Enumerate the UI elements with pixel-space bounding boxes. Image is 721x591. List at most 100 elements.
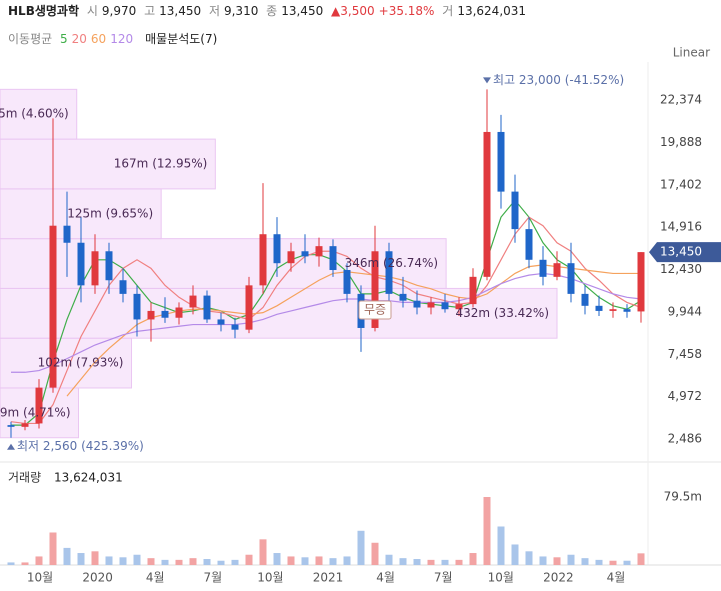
volume-profile-title[interactable]: 매물분석도(7) xyxy=(145,32,218,46)
candle-body xyxy=(231,324,239,330)
volume-bar xyxy=(161,559,169,565)
volume-bar xyxy=(483,497,491,565)
volume-bar xyxy=(119,557,127,565)
candle-body xyxy=(413,300,421,308)
extreme-marker xyxy=(483,77,491,84)
volume-bar xyxy=(511,544,519,565)
volume-bar xyxy=(287,556,295,565)
volume-bar xyxy=(301,557,309,565)
candle-body xyxy=(469,276,477,305)
volume-bar xyxy=(623,560,631,565)
volume-profile-label: 432m (33.42%) xyxy=(455,306,549,320)
candle-body xyxy=(343,270,351,294)
volume-bar xyxy=(637,553,645,565)
volume-bar xyxy=(7,562,15,565)
volume-bar xyxy=(399,558,407,565)
candle-body xyxy=(385,251,393,294)
volume-bar xyxy=(147,558,155,565)
price-tag-label: 13,450 xyxy=(660,245,702,259)
candle-body xyxy=(217,319,225,325)
x-tick-label: 2021 xyxy=(313,571,344,585)
moving-average-line xyxy=(10,216,642,425)
change: ▲3,500 xyxy=(331,4,375,18)
open: 9,970 xyxy=(101,4,137,18)
volume-tick-label: 79.5m xyxy=(664,490,702,504)
volume-bar xyxy=(581,558,589,565)
volume-bar xyxy=(343,556,351,565)
candle-body xyxy=(301,251,309,257)
candle-body xyxy=(147,310,155,320)
legend-entry[interactable]: 20 xyxy=(71,32,87,46)
volume: 13,624,031 xyxy=(457,4,527,18)
volume-profile-label: 102m (7.93%) xyxy=(38,356,124,370)
high: 13,450 xyxy=(159,4,202,18)
candle-body xyxy=(553,263,561,277)
x-tick-label: 4월 xyxy=(376,571,395,585)
x-tick-label: 4월 xyxy=(607,571,626,585)
candle-body xyxy=(133,293,141,320)
low: 9,310 xyxy=(223,4,259,18)
y-tick-label: 7,458 xyxy=(668,347,702,361)
y-tick-label: 22,374 xyxy=(660,93,702,107)
y-tick-label: 14,916 xyxy=(660,220,702,234)
quote-header: HLB생명과학 시 9,970 고 13,450 저 9,310 종 13,450 ▲3… xyxy=(8,2,530,19)
volume-bar xyxy=(315,556,323,565)
candle-body xyxy=(119,280,127,294)
x-tick-label: 7월 xyxy=(203,571,222,585)
legend-entry[interactable]: 60 xyxy=(90,32,107,46)
y-tick-label: 12,430 xyxy=(660,262,702,276)
candle-body xyxy=(637,252,645,312)
volume-bar xyxy=(567,554,575,565)
event-label: 무증 xyxy=(364,303,386,317)
legend-entry[interactable]: 120 xyxy=(110,32,134,46)
open-label: 시 xyxy=(86,4,98,18)
volume-bar xyxy=(609,560,617,565)
volume-bar xyxy=(497,526,505,565)
volume-profile-band xyxy=(0,337,133,389)
candle-body xyxy=(441,302,449,310)
volume-profile-band xyxy=(0,88,78,140)
volume-bar xyxy=(427,559,435,565)
volume-profile-label: 60.9m (4.71%) xyxy=(0,405,71,419)
volume-bar xyxy=(91,551,99,565)
candle-body xyxy=(609,309,617,311)
volume-bar xyxy=(217,560,225,565)
extreme-label: 최고 23,000 (-41.52%) xyxy=(493,73,624,87)
volume-profile-label: 167m (12.95%) xyxy=(114,157,208,171)
volume-profile-band xyxy=(0,138,216,190)
volume-bar xyxy=(357,530,365,565)
y-tick-label: 2,486 xyxy=(668,431,702,445)
y-tick-label: 19,888 xyxy=(660,135,702,149)
volume-bar xyxy=(203,559,211,565)
extreme-label: 최저 2,560 (425.39%) xyxy=(17,439,144,453)
volume-bar xyxy=(21,562,29,565)
candle-body xyxy=(49,225,57,388)
volume-bar xyxy=(35,556,43,565)
change-pct: +35.18% xyxy=(378,4,435,18)
candle-body xyxy=(259,234,267,286)
candle-body xyxy=(203,295,211,320)
volume-title: 거래량 xyxy=(8,471,41,485)
volume-bar xyxy=(175,559,183,565)
x-tick-label: 10월 xyxy=(488,571,514,585)
candle-body xyxy=(483,131,491,277)
legend-entry[interactable]: 5 xyxy=(60,32,68,46)
volume-bar xyxy=(77,553,85,565)
candle-body xyxy=(91,251,99,286)
candle-body xyxy=(329,246,337,271)
volume-bar xyxy=(231,559,239,565)
x-tick-label: 4월 xyxy=(146,571,165,585)
candle-body xyxy=(595,305,603,311)
candle-body xyxy=(35,387,43,424)
scale-label[interactable]: Linear xyxy=(673,46,710,60)
volume-profile-band xyxy=(0,287,558,339)
volume-profile-label: 59.5m (4.60%) xyxy=(0,107,69,121)
candle-body xyxy=(245,285,253,330)
candle-body xyxy=(7,425,15,427)
candle-body xyxy=(105,251,113,281)
x-tick-label: 2020 xyxy=(82,571,113,585)
volume-bar xyxy=(329,558,337,565)
volume-bar xyxy=(441,559,449,565)
candle-body xyxy=(273,234,281,264)
